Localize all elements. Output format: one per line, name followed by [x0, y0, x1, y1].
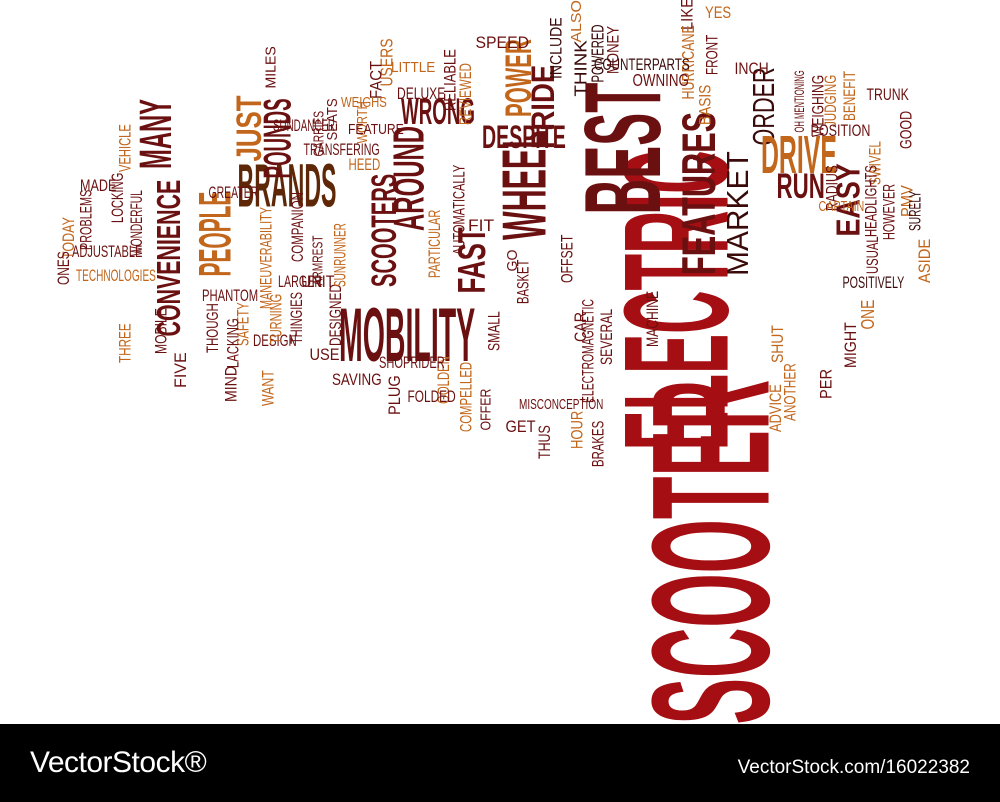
word-however: HOWEVER: [879, 183, 899, 241]
word-usual: USUAL: [863, 236, 883, 274]
word-features: FEATURES: [672, 111, 725, 275]
word-design: DESIGN: [252, 331, 297, 351]
word-plug: PLUG: [385, 375, 405, 416]
word-mind: MIND: [221, 365, 241, 402]
word-wrong: WRONG: [401, 90, 475, 132]
word-five: FIVE: [171, 352, 191, 388]
word-get: GET: [504, 417, 536, 437]
word-adjustable: ADJUSTABLE: [71, 242, 143, 262]
word-yes: YES: [705, 3, 732, 23]
word-misconception: MISCONCEPTION: [519, 396, 604, 413]
word-mobile: MOBILE: [151, 308, 171, 355]
word-pounds: POUNDS: [256, 97, 300, 178]
word-inch: INCH: [733, 59, 769, 79]
word-sundancer: SUNDANCER: [273, 116, 335, 136]
word-scooters: SCOOTERS: [364, 173, 404, 287]
word-transfering: TRANSFERING: [302, 140, 380, 160]
word-weighs: WEIGHS: [340, 94, 387, 111]
word-deluxe: DELUXE: [397, 84, 446, 104]
word-include: INCLUDE: [546, 17, 566, 79]
word-shut: SHUT: [768, 325, 788, 363]
word-though: THOUGH: [203, 303, 223, 354]
word-brands: BRANDS: [237, 150, 337, 220]
word-despite: DESPITE: [481, 118, 566, 156]
word-benefit: BENEFIT: [840, 71, 860, 122]
word-miles: MILES: [263, 45, 280, 88]
word-reviewed: REVIEWED: [456, 63, 476, 125]
word-might: MIGHT: [841, 322, 861, 368]
word-little: LITTLE: [390, 59, 436, 76]
word-market: MARKET: [721, 150, 755, 276]
word-position: POSITION: [810, 121, 870, 141]
word-problems: PROBLEMS: [76, 189, 96, 251]
word-three: THREE: [115, 323, 135, 364]
word-aside: ASIDE: [915, 238, 935, 284]
word-automatically: AUTOMATICALLY: [449, 164, 469, 255]
word-oh-mentioning: OH MENTIONING: [791, 69, 807, 132]
word-machine: MACHINE: [643, 290, 663, 348]
word-speed: SPEED: [475, 33, 529, 53]
word-folded: FOLDED: [406, 387, 456, 407]
word-compelled: COMPELLED: [456, 361, 476, 433]
word-companion: COMPANION: [288, 192, 308, 263]
word-per: PER: [816, 368, 836, 400]
watermark-footer: VectorStock® VectorStock.com/16022382: [0, 724, 1000, 802]
stock-id: VectorStock.com/16022382: [737, 757, 970, 778]
word-good: GOOD: [896, 110, 916, 149]
word-front: FRONT: [702, 34, 722, 76]
word-hour: HOUR: [567, 410, 587, 449]
word-greater: GREATER: [207, 183, 258, 203]
word-several: SEVERAL: [597, 308, 617, 366]
vectorstock-logo: VectorStock®: [30, 746, 207, 779]
word-larger: LARGER: [277, 272, 323, 292]
word-particular: PARTICULAR: [425, 209, 445, 278]
word-shoprider: SHOPRIDER: [379, 353, 445, 373]
word-many: MANY: [130, 98, 181, 170]
word-lacking: LACKING: [223, 318, 243, 368]
word-designed: DESIGNED: [326, 284, 346, 347]
word-fit: FIT: [468, 216, 495, 236]
word-want: WANT: [258, 370, 278, 407]
word-also: ALSO: [568, 0, 585, 42]
word-advice: ADVICE: [766, 384, 786, 432]
word-feature: FEATURE: [348, 121, 404, 138]
word-counterparts: COUNTERPARTS: [593, 55, 690, 75]
word-made: MADE: [80, 176, 117, 196]
word-surely: SURELY: [905, 190, 925, 231]
word-one: ONE: [856, 299, 878, 329]
word-headlights: HEADLIGHTS: [861, 165, 881, 237]
word-people: PEOPLE: [189, 191, 240, 277]
word-brakes: BRAKES: [588, 420, 608, 468]
word-maneuverability: MANEUVERABILITY: [256, 206, 276, 310]
word-heed: HEED: [348, 155, 380, 175]
word-unit: UNIT: [301, 272, 335, 292]
word-positively: POSITIVELY: [841, 273, 904, 293]
word-phantom: PHANTOM: [202, 286, 259, 306]
word-offset: OFFSET: [557, 234, 577, 283]
word-trunk: TRUNK: [866, 85, 909, 105]
word-electromagnetic: ELECTROMAGNETIC: [578, 299, 598, 404]
word-vehicle: VEHICLE: [115, 124, 135, 173]
word-cloud: SCOOTER ELECTRIC BEST MOBILITY FEATURES …: [54, 0, 935, 724]
word-owning: OWNING: [632, 69, 689, 90]
word-sunrunner: SUNRUNNER: [330, 223, 350, 288]
word-technologies: TECHNOLOGIES: [76, 266, 156, 286]
word-saving: SAVING: [332, 370, 382, 390]
word-captain: CAPTAIN: [817, 198, 864, 215]
word-drive: DRIVE: [761, 124, 837, 186]
word-small: SMALL: [484, 311, 504, 351]
word-ones: ONES: [54, 251, 74, 285]
word-mobility: MOBILITY: [338, 292, 476, 377]
word-run: RUN: [776, 166, 825, 206]
word-use: USE: [308, 345, 340, 365]
word-best: BEST: [561, 82, 684, 214]
word-fact: FACT: [366, 60, 386, 99]
word-offer: OFFER: [478, 388, 495, 430]
word-thus: THUS: [535, 425, 555, 459]
word-basis: BASIS: [695, 84, 715, 126]
word-go: GO: [504, 249, 521, 271]
